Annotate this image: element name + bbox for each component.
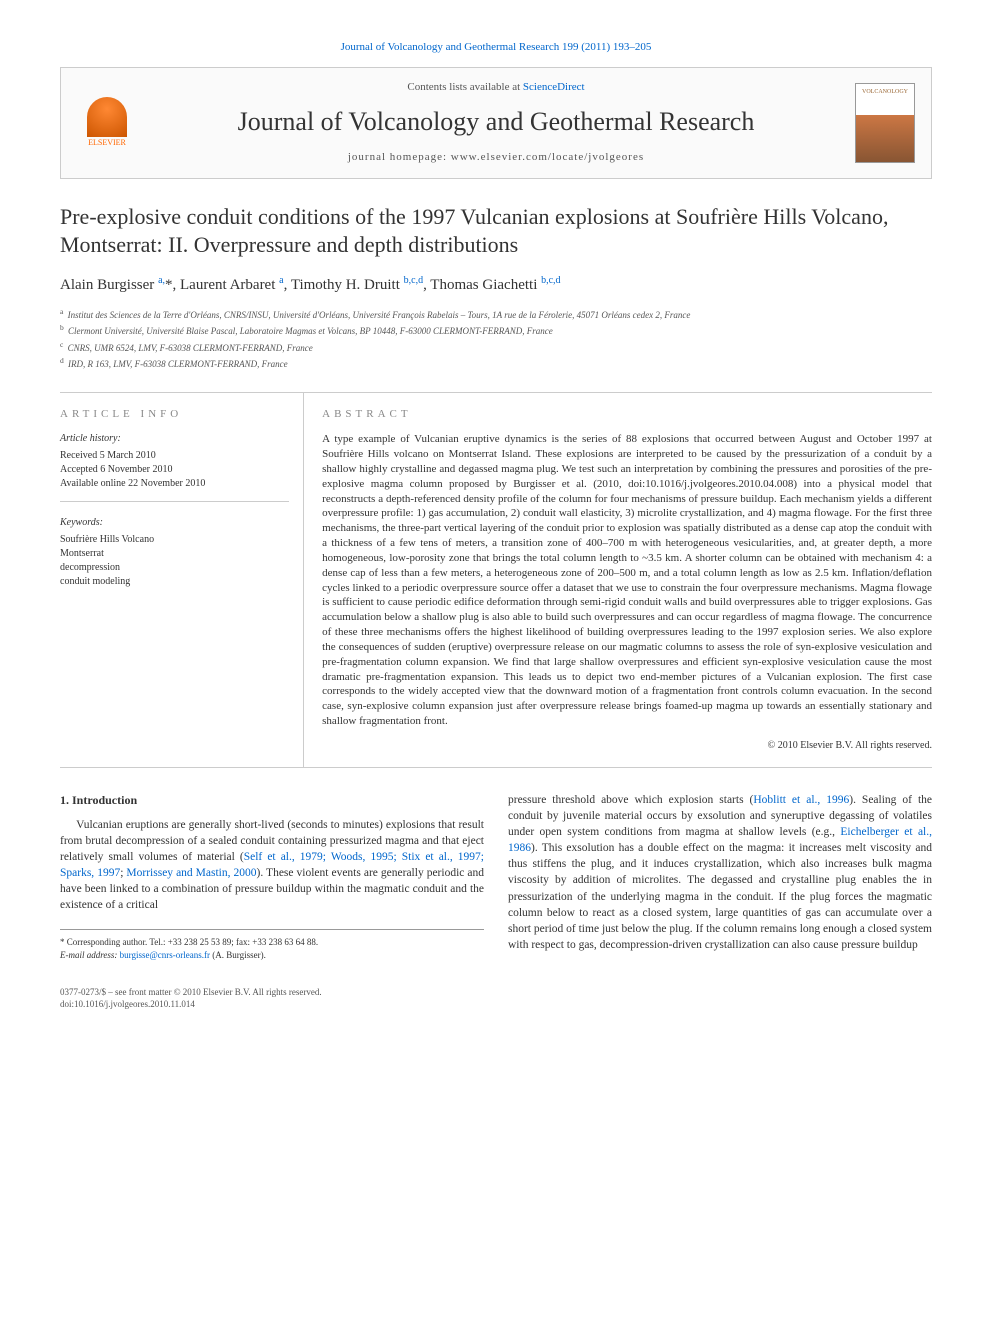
journal-title: Journal of Volcanology and Geothermal Re… (157, 104, 835, 140)
contents-available: Contents lists available at ScienceDirec… (157, 80, 835, 95)
keyword-item: Montserrat (60, 547, 289, 561)
elsevier-tree-icon (87, 97, 127, 137)
keywords-label: Keywords: (60, 516, 289, 530)
affiliations: a Institut des Sciences de la Terre d'Or… (60, 306, 932, 372)
history-block: Article history: Received 5 March 2010 A… (60, 432, 289, 502)
issn-line: 0377-0273/$ – see front matter © 2010 El… (60, 986, 932, 999)
abstract: abstract A type example of Vulcanian eru… (304, 393, 932, 767)
keyword-item: Soufrière Hills Volcano (60, 533, 289, 547)
corr-email-link[interactable]: burgisse@cnrs-orleans.fr (120, 950, 210, 960)
article-title: Pre-explosive conduit conditions of the … (60, 203, 932, 260)
body-columns: 1. Introduction Vulcanian eruptions are … (60, 792, 932, 962)
history-received: Received 5 March 2010 (60, 449, 289, 463)
bottom-meta: 0377-0273/$ – see front matter © 2010 El… (60, 986, 932, 1011)
abstract-text: A type example of Vulcanian eruptive dyn… (322, 432, 932, 729)
keywords-list: Soufrière Hills VolcanoMontserratdecompr… (60, 533, 289, 589)
corresponding-footnote: * Corresponding author. Tel.: +33 238 25… (60, 929, 484, 961)
intro-p2-post: ). This exsolution has a double effect o… (508, 842, 932, 951)
history-online: Available online 22 November 2010 (60, 477, 289, 491)
doi-line: doi:10.1016/j.jvolgeores.2010.11.014 (60, 998, 932, 1011)
email-label: E-mail address: (60, 950, 117, 960)
header-center: Contents lists available at ScienceDirec… (137, 80, 855, 165)
top-citation[interactable]: Journal of Volcanology and Geothermal Re… (60, 40, 932, 55)
intro-para-1: Vulcanian eruptions are generally short-… (60, 817, 484, 914)
article-info-heading: article info (60, 407, 289, 422)
ref-link-2[interactable]: Morrissey and Mastin, 2000 (126, 867, 256, 879)
abstract-heading: abstract (322, 407, 932, 422)
email-tail: (A. Burgisser). (210, 950, 266, 960)
article-info: article info Article history: Received 5… (60, 393, 304, 767)
history-label: Article history: (60, 432, 289, 446)
intro-heading: 1. Introduction (60, 792, 484, 809)
journal-cover-thumbnail: VOLCANOLOGY (855, 83, 915, 163)
journal-header: ELSEVIER Contents lists available at Sci… (60, 67, 932, 178)
keyword-item: conduit modeling (60, 575, 289, 589)
email-line: E-mail address: burgisse@cnrs-orleans.fr… (60, 949, 484, 962)
cover-label: VOLCANOLOGY (862, 88, 908, 96)
sciencedirect-link[interactable]: ScienceDirect (523, 81, 585, 93)
intro-para-2: pressure threshold above which explosion… (508, 792, 932, 953)
publisher-label: ELSEVIER (88, 137, 126, 148)
contents-prefix: Contents lists available at (407, 81, 522, 93)
author-list: Alain Burgisser a,*, Laurent Arbaret a, … (60, 274, 932, 296)
abstract-copyright: © 2010 Elsevier B.V. All rights reserved… (322, 739, 932, 753)
info-abstract-row: article info Article history: Received 5… (60, 392, 932, 768)
intro-p2-pre: pressure threshold above which explosion… (508, 794, 753, 806)
journal-homepage: journal homepage: www.elsevier.com/locat… (157, 150, 835, 165)
elsevier-logo: ELSEVIER (77, 88, 137, 158)
keyword-item: decompression (60, 561, 289, 575)
history-accepted: Accepted 6 November 2010 (60, 463, 289, 477)
corr-author-line: * Corresponding author. Tel.: +33 238 25… (60, 936, 484, 949)
ref-link-3[interactable]: Hoblitt et al., 1996 (753, 794, 849, 806)
